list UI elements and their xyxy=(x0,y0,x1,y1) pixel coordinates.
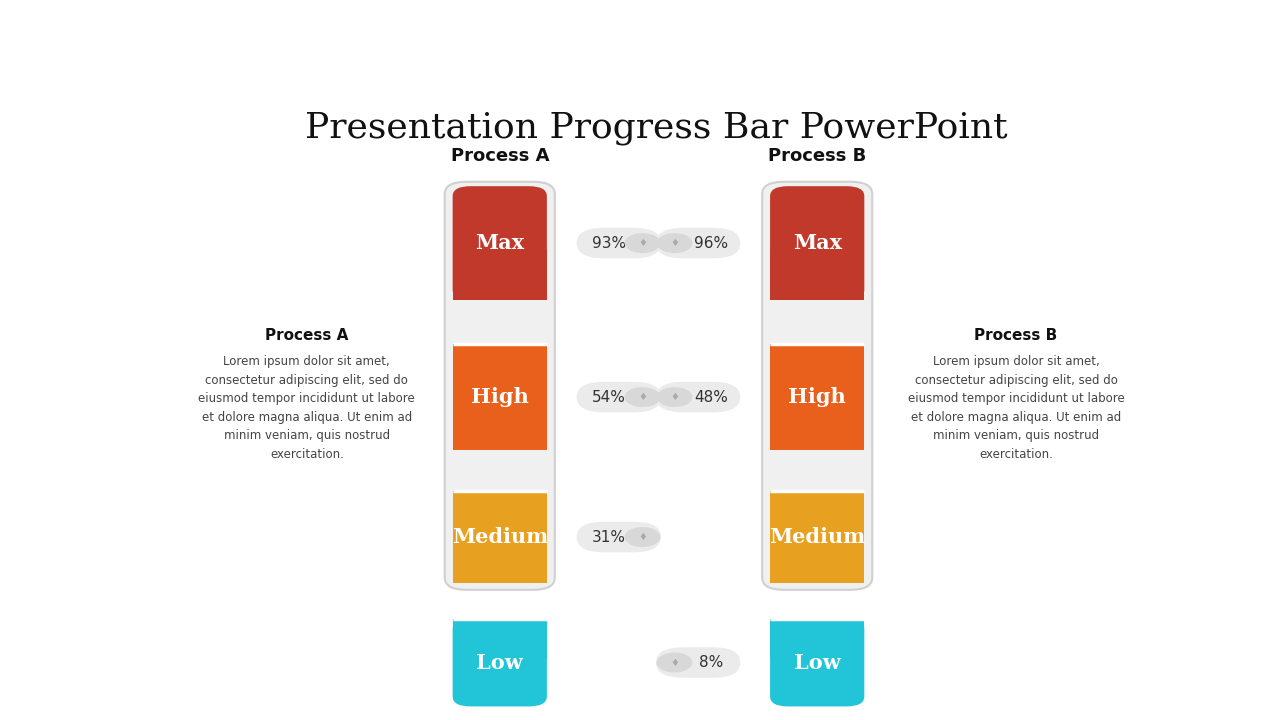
Circle shape xyxy=(657,387,692,407)
Text: 8%: 8% xyxy=(699,655,723,670)
Text: Process B: Process B xyxy=(768,147,867,165)
FancyBboxPatch shape xyxy=(762,181,872,590)
Text: 96%: 96% xyxy=(694,235,728,251)
Text: Low: Low xyxy=(476,652,524,672)
Bar xyxy=(771,344,864,450)
Polygon shape xyxy=(576,237,589,249)
Circle shape xyxy=(657,233,692,253)
Circle shape xyxy=(657,652,692,672)
Circle shape xyxy=(625,387,660,407)
FancyBboxPatch shape xyxy=(576,228,660,258)
FancyBboxPatch shape xyxy=(453,186,547,300)
Polygon shape xyxy=(728,237,740,249)
Text: Presentation Progress Bar PowerPoint: Presentation Progress Bar PowerPoint xyxy=(305,112,1007,145)
Text: ♦: ♦ xyxy=(671,392,678,402)
FancyBboxPatch shape xyxy=(771,186,864,300)
Text: 93%: 93% xyxy=(591,235,626,251)
Text: ♦: ♦ xyxy=(637,392,646,402)
Text: Medium: Medium xyxy=(452,527,548,547)
Bar xyxy=(453,491,547,583)
Text: Process B: Process B xyxy=(974,328,1057,343)
Text: ♦: ♦ xyxy=(671,657,678,667)
FancyBboxPatch shape xyxy=(576,522,660,552)
Bar xyxy=(771,491,864,583)
Text: Lorem ipsum dolor sit amet,
consectetur adipiscing elit, sed do
eiusmod tempor i: Lorem ipsum dolor sit amet, consectetur … xyxy=(908,355,1124,461)
Text: Medium: Medium xyxy=(769,527,865,547)
Text: Process A: Process A xyxy=(451,147,549,165)
Text: Lorem ipsum dolor sit amet,
consectetur adipiscing elit, sed do
eiusmod tempor i: Lorem ipsum dolor sit amet, consectetur … xyxy=(198,355,415,461)
Text: Max: Max xyxy=(792,233,842,253)
FancyBboxPatch shape xyxy=(444,181,554,590)
FancyBboxPatch shape xyxy=(657,228,740,258)
Polygon shape xyxy=(728,391,740,403)
Text: ♦: ♦ xyxy=(637,238,646,248)
Bar xyxy=(771,249,864,300)
Polygon shape xyxy=(576,531,589,543)
Text: High: High xyxy=(788,387,846,407)
Circle shape xyxy=(625,527,660,547)
Polygon shape xyxy=(728,657,740,669)
Circle shape xyxy=(625,233,660,253)
Text: Process A: Process A xyxy=(265,328,348,343)
Text: ♦: ♦ xyxy=(637,532,646,542)
Polygon shape xyxy=(576,391,589,403)
Text: Low: Low xyxy=(794,652,841,672)
FancyBboxPatch shape xyxy=(657,382,740,413)
FancyBboxPatch shape xyxy=(771,618,864,706)
Text: 31%: 31% xyxy=(591,529,626,544)
Text: Max: Max xyxy=(475,233,525,253)
Bar xyxy=(453,249,547,300)
FancyBboxPatch shape xyxy=(453,618,547,706)
Bar xyxy=(453,618,547,658)
Text: 48%: 48% xyxy=(694,390,728,405)
FancyBboxPatch shape xyxy=(657,647,740,678)
Text: ♦: ♦ xyxy=(671,238,678,248)
Text: 54%: 54% xyxy=(591,390,626,405)
Bar xyxy=(771,618,864,658)
Text: High: High xyxy=(471,387,529,407)
FancyBboxPatch shape xyxy=(576,382,660,413)
Bar xyxy=(453,344,547,450)
